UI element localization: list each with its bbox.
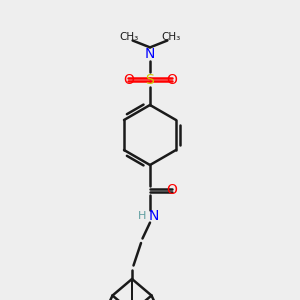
- Text: H: H: [137, 211, 146, 221]
- Text: O: O: [166, 73, 177, 86]
- Text: CH₃: CH₃: [161, 32, 181, 43]
- Text: S: S: [146, 73, 154, 86]
- Text: CH₃: CH₃: [119, 32, 139, 43]
- Text: O: O: [123, 73, 134, 86]
- Text: N: N: [148, 209, 159, 223]
- Text: O: O: [166, 184, 177, 197]
- Text: N: N: [145, 47, 155, 61]
